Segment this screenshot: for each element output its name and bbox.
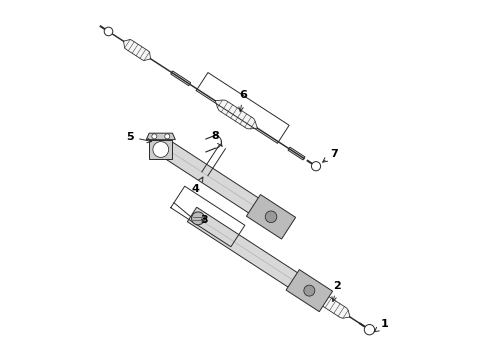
Text: 6: 6 <box>239 90 247 112</box>
Polygon shape <box>246 194 295 239</box>
Text: 5: 5 <box>126 132 151 143</box>
Circle shape <box>304 285 315 296</box>
Circle shape <box>165 134 170 139</box>
Polygon shape <box>286 270 333 312</box>
Circle shape <box>153 141 169 157</box>
Polygon shape <box>316 293 350 318</box>
Polygon shape <box>149 140 172 159</box>
Polygon shape <box>288 147 305 160</box>
Circle shape <box>104 27 113 36</box>
Polygon shape <box>187 207 317 300</box>
Polygon shape <box>215 100 257 129</box>
Text: 7: 7 <box>323 149 338 162</box>
Text: 4: 4 <box>192 177 203 194</box>
Text: 8: 8 <box>211 131 222 146</box>
Text: 3: 3 <box>200 215 208 225</box>
Text: 1: 1 <box>374 319 389 332</box>
Polygon shape <box>147 133 175 140</box>
Circle shape <box>364 324 375 335</box>
Polygon shape <box>123 40 150 60</box>
Polygon shape <box>171 71 191 86</box>
Circle shape <box>265 211 277 222</box>
Circle shape <box>192 212 204 225</box>
Polygon shape <box>161 141 285 230</box>
Text: 2: 2 <box>332 280 341 302</box>
Circle shape <box>312 162 320 171</box>
Circle shape <box>152 134 157 139</box>
